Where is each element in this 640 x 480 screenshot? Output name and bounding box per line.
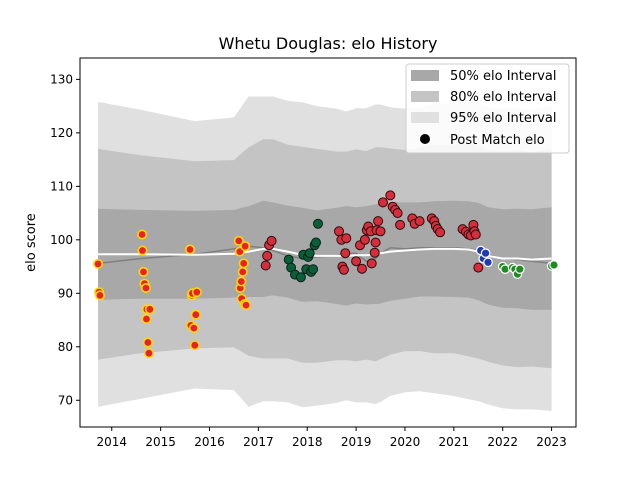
y-tick-label: 80: [58, 340, 73, 354]
data-point-red: [340, 248, 351, 259]
x-tick-label: 2023: [536, 435, 567, 449]
data-point-red: [262, 250, 273, 261]
data-point-yellow: [233, 235, 244, 246]
data-point-red: [395, 219, 406, 230]
data-point-red: [435, 227, 446, 238]
data-point-yellow: [143, 348, 154, 359]
x-tick-label: 2017: [243, 435, 274, 449]
data-point-yellow: [137, 229, 148, 240]
data-point-red: [357, 263, 367, 274]
data-point-dark-green: [311, 237, 321, 248]
data-point-red: [378, 197, 388, 208]
y-tick-label: 120: [50, 126, 73, 140]
data-point-green: [549, 260, 559, 270]
data-point-yellow: [141, 313, 152, 324]
data-point-red: [260, 260, 271, 271]
legend-marker-post-match: [420, 134, 430, 144]
data-point-blue: [483, 257, 493, 268]
y-tick-label: 100: [50, 233, 73, 247]
x-tick-label: 2021: [439, 435, 470, 449]
data-point-red: [341, 233, 352, 244]
data-point-red: [334, 226, 344, 237]
data-point-yellow: [185, 244, 196, 255]
legend-label-post-match: Post Match elo: [450, 133, 545, 148]
x-tick-label: 2018: [292, 435, 323, 449]
data-point-blue: [480, 248, 491, 258]
data-point-yellow: [238, 258, 249, 269]
data-point-red: [370, 237, 381, 248]
data-point-yellow: [93, 258, 104, 269]
y-tick-label: 70: [58, 393, 73, 407]
data-point-dark-green: [295, 272, 306, 283]
plot-area: [93, 96, 559, 411]
y-tick-label: 90: [58, 286, 73, 300]
data-point-yellow: [138, 266, 149, 277]
data-point-red: [359, 234, 370, 245]
data-point-yellow: [137, 245, 148, 256]
y-axis: 70 80 90 100 110 120 130: [50, 72, 80, 407]
data-point-red: [266, 235, 277, 246]
y-tick-label: 130: [50, 72, 73, 86]
data-point-green: [514, 264, 525, 274]
data-point-yellow: [237, 266, 248, 277]
legend-swatch-95: [411, 112, 439, 123]
data-point-red: [473, 262, 484, 273]
y-axis-label: elo score: [24, 213, 39, 272]
data-point-red: [470, 229, 481, 240]
x-tick-label: 2022: [487, 435, 518, 449]
data-point-yellow: [142, 337, 153, 348]
x-tick-label: 2014: [96, 435, 127, 449]
data-point-dark-green: [308, 264, 319, 275]
chart-title: Whetu Douglas: elo History: [219, 34, 438, 53]
y-tick-label: 110: [50, 179, 73, 193]
legend: 50% elo Interval 80% elo Interval 95% el…: [405, 63, 570, 154]
legend-swatch-80: [411, 91, 439, 102]
legend-label-95: 95% elo Interval: [450, 111, 557, 126]
data-point-yellow: [188, 323, 199, 334]
data-point-red: [385, 190, 396, 201]
x-tick-label: 2020: [390, 435, 421, 449]
legend-swatch-50: [411, 70, 439, 81]
legend-label-50: 50% elo Interval: [450, 69, 557, 84]
data-point-red: [414, 216, 425, 227]
data-point-yellow: [144, 304, 155, 315]
data-point-red: [392, 208, 403, 219]
data-point-red: [369, 247, 380, 258]
x-tick-label: 2015: [145, 435, 176, 449]
legend-label-80: 80% elo Interval: [450, 90, 557, 105]
data-point-dark-green: [313, 218, 323, 229]
data-point-dark-green: [304, 248, 315, 259]
data-point-yellow: [95, 290, 106, 301]
axes-frame: [79, 57, 577, 428]
data-point-yellow: [190, 309, 201, 320]
data-point-yellow: [241, 300, 252, 311]
x-axis: 2014 2015 2016 2017 2018 2019 2020 2021 2022 2023: [96, 427, 567, 449]
data-point-yellow: [236, 276, 247, 287]
x-tick-label: 2019: [341, 435, 372, 449]
data-point-yellow: [240, 241, 251, 252]
data-point-red: [366, 258, 377, 269]
data-point-red: [373, 216, 384, 227]
x-tick-label: 2016: [194, 435, 225, 449]
legend-frame: [405, 63, 570, 154]
data-point-red: [338, 264, 349, 275]
data-point-yellow: [141, 282, 152, 293]
data-point-yellow: [191, 287, 202, 298]
data-point-yellow: [189, 340, 200, 351]
data-point-red: [375, 226, 386, 237]
post-match-points: [93, 190, 559, 359]
data-point-red: [351, 256, 362, 267]
